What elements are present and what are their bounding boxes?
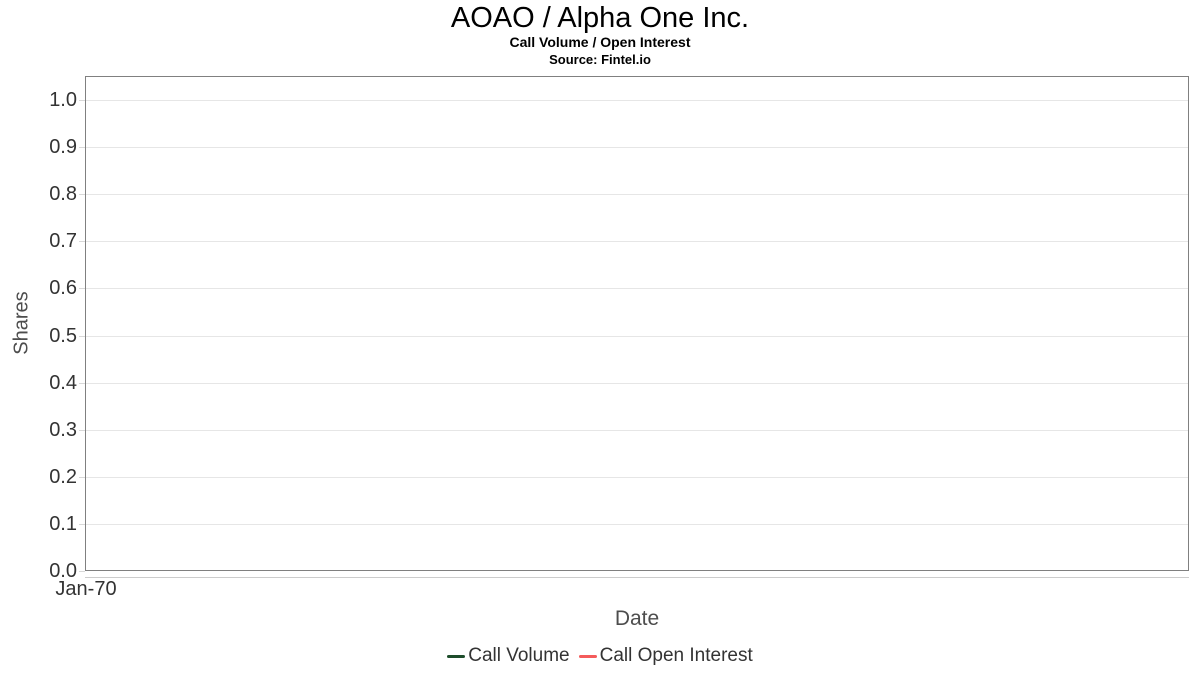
gridline: [86, 100, 1188, 101]
y-tick-mark: [79, 477, 85, 478]
y-axis-title: Shares: [10, 291, 33, 355]
y-tick-mark: [79, 336, 85, 337]
gridline: [86, 477, 1188, 478]
y-tick-mark: [79, 100, 85, 101]
legend: Call Volume Call Open Interest: [0, 645, 1200, 667]
legend-label: Call Open Interest: [599, 645, 753, 666]
gridline: [86, 524, 1188, 525]
y-tick-mark: [79, 383, 85, 384]
gridline: [86, 241, 1188, 242]
y-tick-label: 0.2: [49, 466, 77, 488]
x-axis-title: Date: [614, 607, 660, 630]
y-tick-mark: [79, 571, 85, 572]
chart-title: AOAO / Alpha One Inc.: [450, 2, 750, 34]
y-tick-label: 0.5: [49, 325, 77, 347]
y-tick-mark: [79, 241, 85, 242]
gridline: [86, 194, 1188, 195]
x-axis-line: [85, 577, 1189, 578]
gridline: [86, 336, 1188, 337]
chart-source-note: Source: Fintel.io: [549, 52, 651, 67]
y-tick-label: 0.3: [49, 419, 77, 441]
legend-item-call-volume[interactable]: Call Volume: [447, 645, 570, 667]
y-tick-mark: [79, 524, 85, 525]
y-tick-label: 0.6: [49, 277, 77, 299]
gridline: [86, 430, 1188, 431]
y-tick-mark: [79, 430, 85, 431]
y-tick-label: 0.0: [49, 560, 77, 582]
legend-line-icon: [578, 654, 597, 658]
legend-item-call-open-interest[interactable]: Call Open Interest: [578, 645, 753, 667]
y-tick-label: 0.8: [49, 183, 77, 205]
y-tick-mark: [79, 288, 85, 289]
plot-area: [85, 76, 1189, 571]
gridline: [86, 383, 1188, 384]
gridline: [86, 147, 1188, 148]
legend-label: Call Volume: [468, 645, 570, 666]
y-tick-label: 1.0: [49, 89, 77, 111]
y-tick-mark: [79, 194, 85, 195]
chart-subtitle: Call Volume / Open Interest: [509, 34, 691, 50]
y-tick-label: 0.7: [49, 230, 77, 252]
legend-line-icon: [447, 654, 466, 658]
y-tick-mark: [79, 147, 85, 148]
x-tick-label: Jan-70: [55, 578, 117, 600]
gridline: [86, 288, 1188, 289]
y-tick-label: 0.9: [49, 136, 77, 158]
y-tick-label: 0.4: [49, 372, 77, 394]
y-tick-label: 0.1: [49, 513, 77, 535]
